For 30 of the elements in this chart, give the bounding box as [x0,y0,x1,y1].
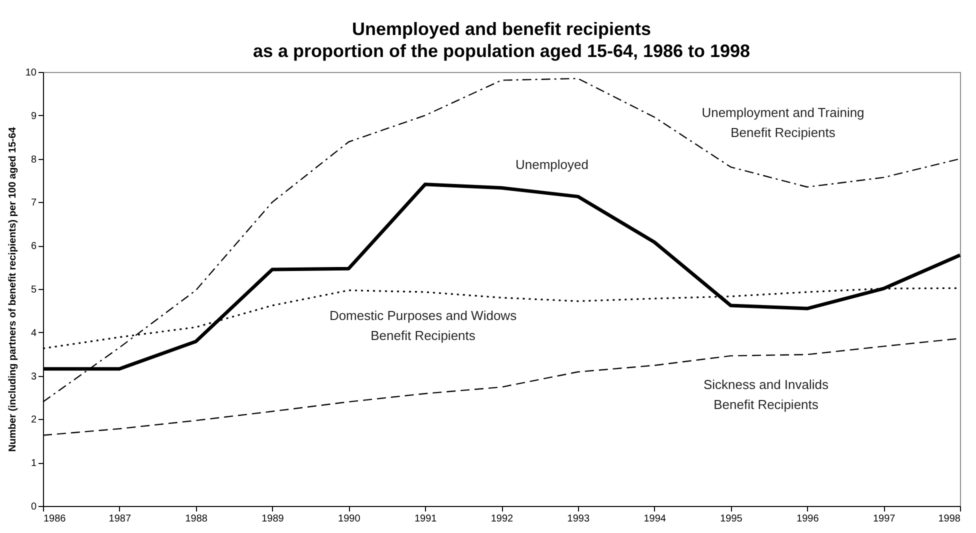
y-tick-label: 5 [30,284,37,296]
series-label: Unemployment and Training Benefit Recipients [702,105,864,140]
y-axis-title: Number (including partners of benefit recipients) per 100 aged 15-64 [7,126,18,452]
x-tick-label: 1994 [644,514,666,524]
y-tick-label: 1 [30,458,37,470]
x-tick-label: 1988 [185,514,208,524]
x-tick-label: 1989 [262,514,284,524]
series-label: Domestic Purposes and Widows Benefit Recipients [329,308,518,343]
series-label: Unemployed [516,157,588,172]
series-label: Sickness and Invalids Benefit Recipients [703,377,830,412]
y-tick-label: 6 [30,241,37,252]
chart-title: Unemployed and benefit recipients as a proportion of the population aged 15-64, 1986 to 1998 [252,19,750,61]
x-tick-label: 1995 [720,514,743,524]
y-tick-label: 9 [30,110,37,122]
y-tick-label: 0 [30,502,37,512]
y-tick-label: 3 [30,371,37,382]
y-tick-label: 10 [25,68,37,78]
y-tick-label: 2 [30,414,37,426]
x-tick-label: 1992 [490,514,514,524]
y-tick-label: 7 [30,198,37,209]
x-tick-label: 1991 [414,514,438,524]
y-tick-label: 8 [30,154,37,166]
x-tick-label: 1990 [338,514,361,524]
y-tick-label: 4 [30,328,37,339]
x-tick-label: 1993 [567,514,590,524]
x-tick-label: 1997 [872,514,896,524]
x-tick-label: 1998 [938,514,961,524]
x-tick-label: 1986 [44,514,66,524]
x-tick-label: 1996 [796,514,820,524]
x-tick-label: 1987 [108,514,132,524]
